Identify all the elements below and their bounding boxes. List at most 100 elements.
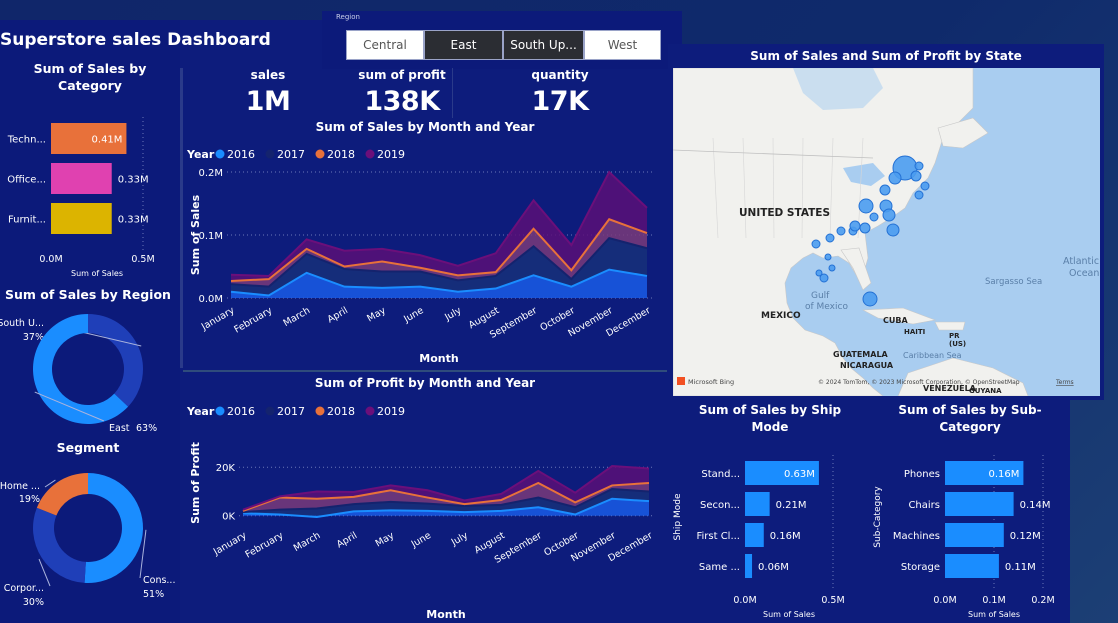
x-tick-label: May bbox=[365, 305, 388, 325]
donut-slice[interactable] bbox=[36, 473, 88, 516]
slicer-option-4[interactable]: West bbox=[584, 30, 661, 60]
x-axis-title: Sum of Sales bbox=[71, 269, 123, 278]
x-axis-title: Month bbox=[426, 608, 465, 621]
area-series-2017[interactable] bbox=[243, 489, 649, 517]
data-label: 0.33M bbox=[118, 175, 149, 186]
category-label: Machines bbox=[893, 531, 940, 542]
map-border bbox=[772, 137, 775, 239]
bar[interactable] bbox=[51, 163, 112, 194]
map-bubble[interactable] bbox=[879, 184, 891, 196]
map-bubble[interactable] bbox=[858, 198, 874, 214]
line-series-2016 bbox=[242, 497, 650, 518]
map-bubble[interactable] bbox=[914, 190, 924, 200]
x-tick-label: June bbox=[401, 305, 425, 325]
map-attribution: © 2024 TomTom, © 2023 Microsoft Corporat… bbox=[818, 379, 1020, 386]
map-bubble[interactable] bbox=[811, 239, 821, 249]
map-bubble[interactable] bbox=[815, 269, 823, 277]
legend-label[interactable]: 2018 bbox=[327, 405, 355, 418]
bar[interactable] bbox=[745, 554, 753, 578]
legend-marker[interactable] bbox=[265, 149, 275, 159]
donut-slice[interactable] bbox=[84, 473, 144, 583]
map-bubble[interactable] bbox=[819, 273, 829, 283]
legend-marker[interactable] bbox=[215, 149, 225, 159]
map-bubble[interactable] bbox=[836, 226, 846, 236]
legend-label[interactable]: 2016 bbox=[227, 148, 255, 161]
legend-marker[interactable] bbox=[365, 406, 375, 416]
map-label: Ocean bbox=[1069, 268, 1099, 279]
bar[interactable] bbox=[945, 461, 1024, 485]
legend-label[interactable]: 2017 bbox=[277, 148, 305, 161]
kpi-sales-label: sales bbox=[250, 68, 286, 82]
legend-label[interactable]: 2018 bbox=[327, 148, 355, 161]
map-bubble[interactable] bbox=[910, 170, 922, 182]
legend-label[interactable]: 2016 bbox=[227, 405, 255, 418]
area-series-2016[interactable] bbox=[243, 498, 649, 517]
data-label: 0.16M bbox=[988, 469, 1019, 480]
map-bubble[interactable] bbox=[914, 161, 924, 171]
map-visual[interactable]: Sum of Sales and Sum of Profit by State … bbox=[668, 44, 1104, 400]
map-bubble[interactable] bbox=[849, 220, 861, 232]
legend-label[interactable]: 2019 bbox=[377, 405, 405, 418]
map-bubble[interactable] bbox=[888, 171, 902, 185]
donut-slice[interactable] bbox=[33, 507, 86, 583]
slicer-option-3[interactable]: South Up... bbox=[503, 30, 584, 60]
slicer-option-2[interactable]: East bbox=[424, 30, 503, 60]
x-tick-label: June bbox=[409, 530, 433, 550]
map-land-florida bbox=[840, 247, 872, 291]
donut-slice[interactable] bbox=[32, 314, 129, 424]
data-label: 0.63M bbox=[784, 469, 815, 480]
segment-chart: Cons... 51% Corpor... 30% Home ... 19% bbox=[0, 473, 175, 608]
area-series-2016[interactable] bbox=[231, 269, 647, 298]
kpi-divider bbox=[452, 68, 453, 118]
donut-slice[interactable] bbox=[88, 314, 143, 407]
legend-marker[interactable] bbox=[315, 149, 325, 159]
slice-percent-label: 51% bbox=[143, 589, 164, 600]
map-bubble[interactable] bbox=[825, 233, 835, 243]
bar[interactable] bbox=[945, 523, 1004, 547]
map-terms-link[interactable]: Terms bbox=[1055, 379, 1074, 386]
map-bubble[interactable] bbox=[828, 264, 836, 272]
map-label: Sargasso Sea bbox=[985, 277, 1042, 287]
category-label: Phones bbox=[904, 469, 940, 480]
x-tick-label: 0.1M bbox=[982, 595, 1005, 606]
map-bubble[interactable] bbox=[859, 222, 871, 234]
slice-category-label: Home ... bbox=[0, 481, 40, 492]
kpi-sales-value: 1M bbox=[245, 86, 291, 117]
map-bubble[interactable] bbox=[824, 253, 832, 261]
area-series-2017[interactable] bbox=[231, 238, 647, 296]
bar[interactable] bbox=[745, 492, 770, 516]
legend-marker[interactable] bbox=[215, 406, 225, 416]
map-bubble[interactable] bbox=[862, 291, 878, 307]
line-series-2017 bbox=[230, 237, 648, 288]
subcategory-chart: 0.0M 0.1M 0.2M Phones 0.16M Chairs 0.14M Machin… bbox=[873, 455, 1055, 619]
map-border bbox=[857, 137, 864, 239]
line-series-2019 bbox=[230, 170, 648, 277]
map-bubble[interactable] bbox=[869, 212, 879, 222]
bar[interactable] bbox=[51, 203, 112, 234]
map-border-canada-us bbox=[673, 149, 874, 159]
data-label: 0.33M bbox=[118, 215, 149, 226]
area-series-2019[interactable] bbox=[231, 172, 647, 281]
bar[interactable] bbox=[745, 523, 764, 547]
map-bubble[interactable] bbox=[920, 181, 930, 191]
legend-marker[interactable] bbox=[315, 406, 325, 416]
legend-label[interactable]: 2019 bbox=[377, 148, 405, 161]
x-tick-label: 0.5M bbox=[131, 254, 154, 265]
map-bubble[interactable] bbox=[882, 208, 896, 222]
bar[interactable] bbox=[745, 461, 819, 485]
map-label: HAITI bbox=[904, 328, 925, 336]
bar[interactable] bbox=[51, 123, 127, 154]
map-bubble[interactable] bbox=[886, 223, 900, 237]
slice-category-label: Corpor... bbox=[4, 583, 44, 594]
map-label: Atlantic bbox=[1063, 256, 1099, 267]
x-axis-title: Sum of Sales bbox=[763, 610, 815, 619]
bar[interactable] bbox=[945, 492, 1014, 516]
bar[interactable] bbox=[945, 554, 999, 578]
legend-marker[interactable] bbox=[365, 149, 375, 159]
legend-title: Year bbox=[186, 405, 215, 418]
legend-marker[interactable] bbox=[265, 406, 275, 416]
legend-label[interactable]: 2017 bbox=[277, 405, 305, 418]
slicer-option-1[interactable]: Central bbox=[346, 30, 424, 60]
